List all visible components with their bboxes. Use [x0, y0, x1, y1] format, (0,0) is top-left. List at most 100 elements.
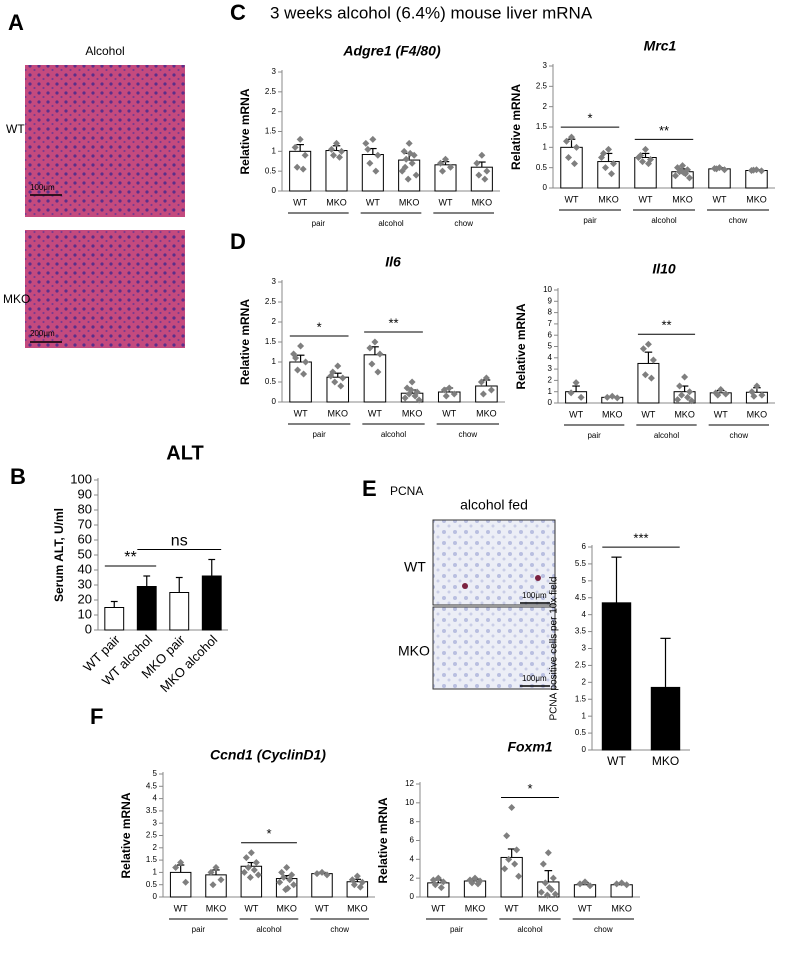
chart-title: Ccnd1 (CyclinD1) — [210, 747, 326, 763]
group-label: pair — [450, 925, 464, 934]
data-point — [297, 342, 305, 350]
y-tick-label: 40 — [78, 561, 92, 576]
data-point — [401, 163, 409, 171]
group-label: pair — [583, 216, 597, 225]
x-tick-label: MKO — [602, 409, 623, 419]
stained-nucleus — [462, 583, 468, 589]
data-point — [684, 393, 692, 401]
x-tick-label: MKO — [327, 408, 348, 418]
y-axis-label: Relative mRNA — [119, 792, 133, 878]
data-point — [505, 855, 513, 863]
group-label: pair — [312, 219, 326, 228]
data-point — [371, 338, 379, 346]
data-point — [250, 866, 258, 874]
data-point — [415, 396, 423, 404]
y-tick-label: 4 — [153, 794, 158, 803]
data-point — [537, 888, 545, 896]
y-tick-label: 1.5 — [265, 337, 277, 346]
header: 3 weeks alcohol (6.4%) mouse liver mRNA — [270, 3, 593, 22]
x-tick-label: MKO — [465, 903, 486, 913]
data-point — [290, 881, 298, 889]
bar — [169, 871, 192, 898]
data-point — [475, 171, 483, 179]
y-tick-label: 2 — [272, 317, 277, 326]
data-point — [276, 878, 284, 886]
data-point — [212, 863, 220, 871]
x-tick-label: MKO — [206, 903, 227, 913]
row-label: WT — [404, 559, 426, 575]
data-point — [407, 386, 415, 394]
chart-title: ALT — [166, 442, 203, 464]
data-point — [405, 139, 413, 147]
data-point — [313, 870, 321, 878]
x-tick-label: WT — [244, 903, 258, 913]
bar — [311, 873, 333, 898]
data-point — [294, 366, 302, 374]
y-tick-label: 0.5 — [265, 166, 277, 175]
data-point — [284, 884, 292, 892]
data-point — [639, 158, 646, 166]
data-point — [565, 154, 572, 161]
x-tick-label: WT — [439, 197, 453, 207]
data-point — [408, 159, 416, 167]
y-tick-label: 0.5 — [265, 377, 277, 386]
y-tick-label: 0.5 — [575, 728, 587, 737]
x-tick-label: WT — [569, 409, 583, 419]
data-point — [331, 378, 339, 386]
data-point — [479, 390, 487, 398]
y-tick-label: 20 — [78, 591, 92, 606]
y-tick-label: 5.5 — [575, 559, 587, 568]
bar — [205, 874, 227, 898]
data-point — [442, 155, 449, 163]
y-axis-label: PCNA positive cells per 10x field — [549, 577, 560, 721]
data-point — [721, 166, 728, 174]
x-tick-label: MKO — [598, 194, 619, 204]
y-tick-label: 4 — [410, 854, 415, 863]
data-point — [545, 884, 553, 892]
data-point — [318, 868, 326, 876]
y-tick-label: 0 — [548, 398, 553, 407]
data-point — [364, 145, 372, 153]
bar — [597, 161, 620, 189]
chart-title: Il6 — [385, 254, 401, 270]
y-tick-label: 10 — [543, 285, 552, 294]
x-tick-label: MKO — [399, 197, 420, 207]
data-point — [613, 880, 621, 888]
data-point — [217, 876, 225, 884]
y-tick-label: 0.5 — [536, 163, 548, 172]
y-tick-label: 2.5 — [265, 297, 277, 306]
group-label: pair — [587, 431, 601, 440]
data-point — [323, 871, 331, 879]
data-point — [468, 879, 476, 887]
x-tick-label: WT — [713, 194, 727, 204]
data-point — [254, 871, 262, 879]
bar — [325, 150, 348, 192]
data-point — [487, 386, 495, 394]
group-label: chow — [454, 219, 473, 228]
data-point — [635, 154, 642, 161]
data-point — [330, 151, 337, 159]
image-title: alcohol fed — [460, 497, 528, 513]
bar — [136, 586, 157, 631]
data-point — [302, 358, 310, 366]
data-point — [674, 396, 682, 404]
data-point — [369, 135, 377, 143]
stain-label: PCNA — [390, 484, 423, 498]
x-tick-label: WT — [315, 903, 329, 913]
data-point — [758, 167, 765, 175]
y-axis-label: Relative mRNA — [238, 299, 252, 385]
y-tick-label: 30 — [78, 576, 92, 591]
data-point — [541, 879, 549, 887]
data-point — [645, 160, 652, 168]
data-point — [301, 151, 309, 159]
data-point — [404, 175, 412, 183]
data-point — [478, 151, 486, 159]
data-point — [753, 382, 761, 390]
panel-label: B — [10, 464, 26, 489]
y-tick-label: 2 — [153, 843, 158, 852]
data-point — [334, 362, 342, 370]
data-point — [571, 160, 578, 168]
y-tick-label: 3 — [582, 644, 587, 653]
y-tick-label: 6 — [582, 542, 587, 551]
bar — [650, 686, 681, 751]
